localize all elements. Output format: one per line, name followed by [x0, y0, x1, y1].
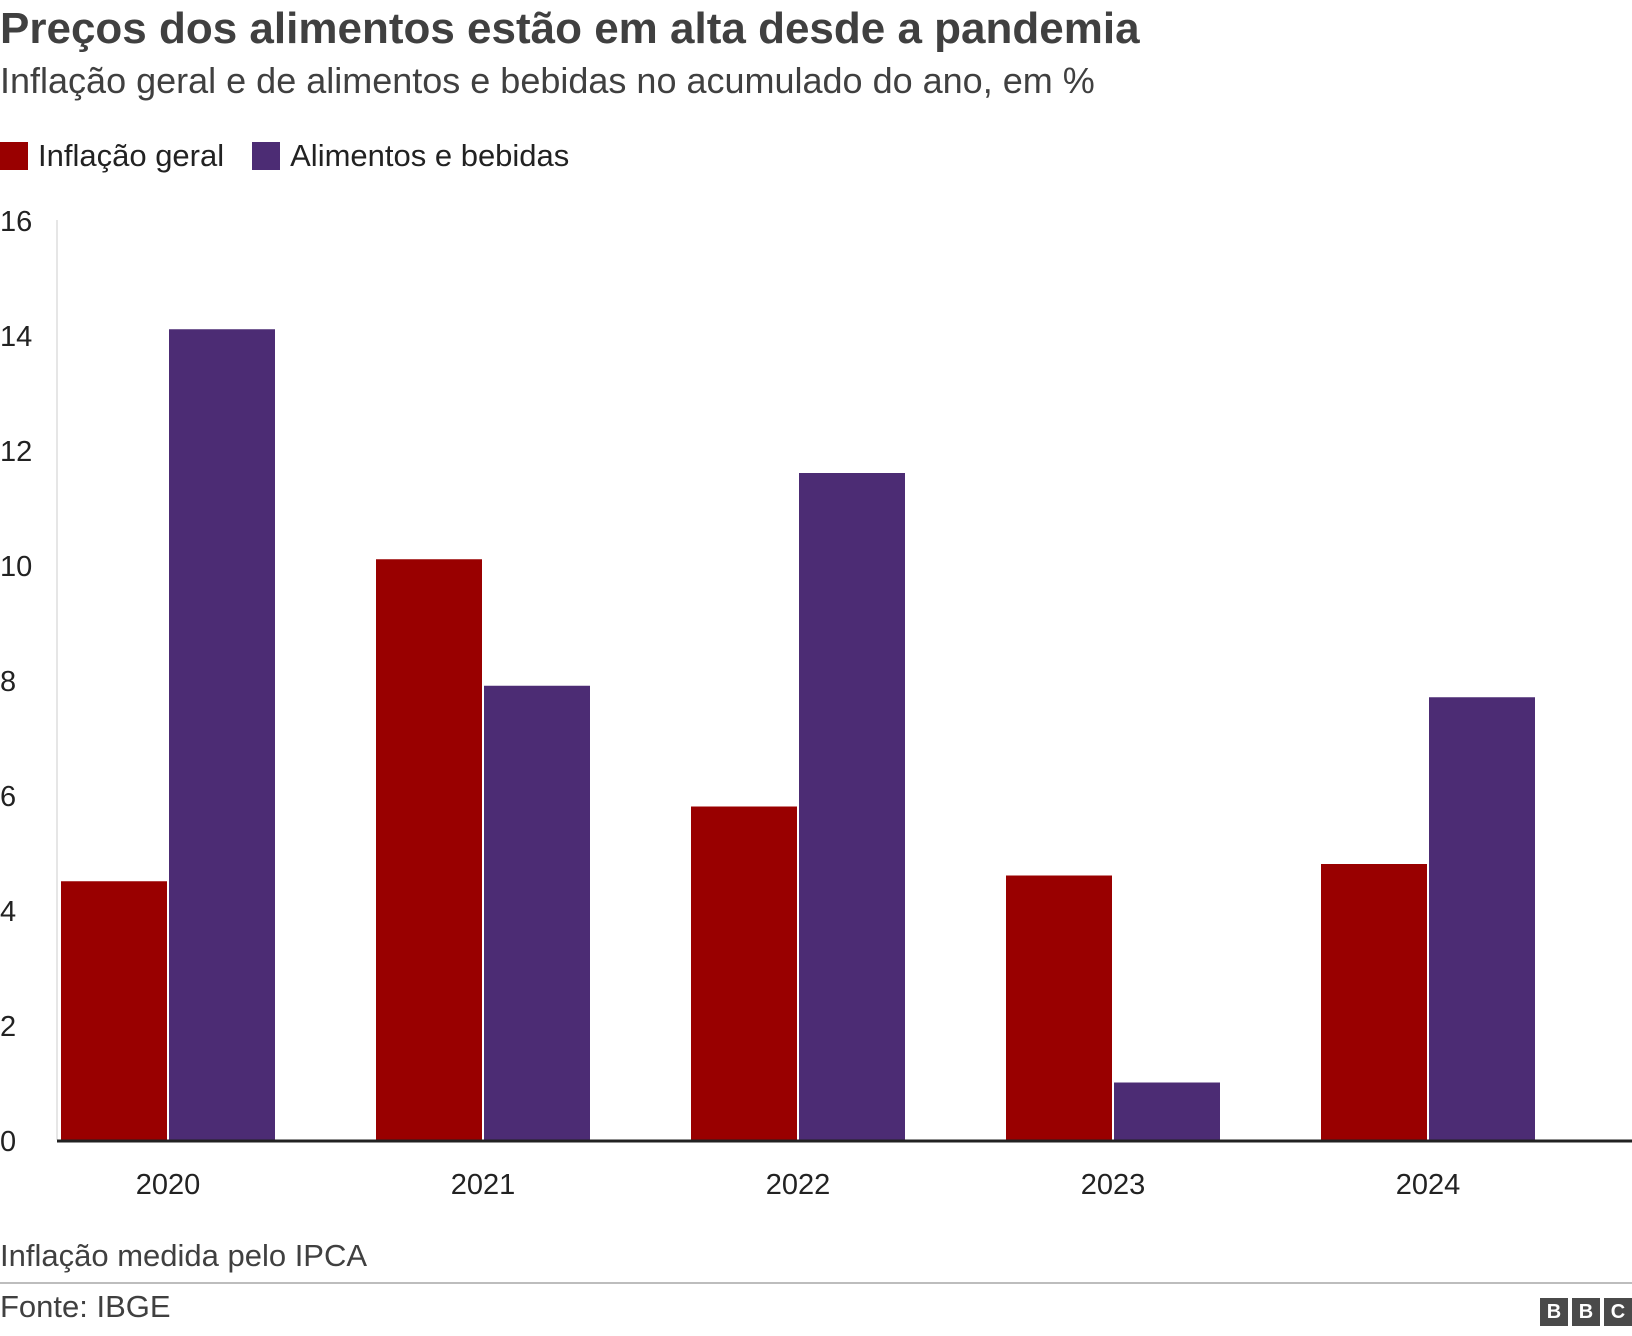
bar-inflacao-geral-2023 [1006, 875, 1112, 1140]
y-tick-label: 12 [0, 436, 32, 468]
bar-chart: 0 2 4 6 8 10 12 14 16 2020 2021 2022 2023 2024 [0, 206, 1632, 1201]
y-tick-label: 6 [0, 781, 16, 813]
bbc-logo-letter: C [1604, 1298, 1632, 1326]
bar-alimentos-bebidas-2021 [484, 685, 590, 1140]
source-label: Fonte: IBGE [0, 1289, 171, 1324]
bbc-logo: B B C [1536, 1298, 1632, 1326]
bar-alimentos-bebidas-2020 [169, 329, 275, 1140]
legend-label-alimentos-bebidas: Alimentos e bebidas [290, 138, 570, 173]
bar-inflacao-geral-2021 [376, 559, 482, 1140]
y-tick-label: 8 [0, 666, 16, 698]
chart-note: Inflação medida pelo IPCA [0, 1238, 368, 1273]
legend-label-inflacao-geral: Inflação geral [38, 138, 225, 173]
legend: Inflação geral Alimentos e bebidas [0, 136, 597, 176]
y-tick-label: 0 [0, 1126, 16, 1158]
x-tick-label: 2021 [451, 1169, 516, 1201]
footer-divider [0, 1282, 1632, 1284]
chart-subtitle: Inflação geral e de alimentos e bebidas … [0, 60, 1095, 101]
bar-alimentos-bebidas-2022 [799, 473, 905, 1140]
bar-alimentos-bebidas-2024 [1429, 697, 1535, 1140]
y-tick-label: 10 [0, 551, 32, 583]
y-tick-label: 16 [0, 206, 32, 238]
legend-item-alimentos-bebidas: Alimentos e bebidas [252, 138, 569, 174]
legend-item-inflacao-geral: Inflação geral [0, 138, 224, 174]
bar-inflacao-geral-2022 [691, 806, 797, 1140]
bar-alimentos-bebidas-2023 [1114, 1082, 1220, 1140]
y-tick-label: 14 [0, 321, 32, 353]
y-tick-label: 2 [0, 1011, 16, 1043]
legend-swatch-inflacao-geral [0, 142, 28, 170]
y-tick-label: 4 [0, 896, 16, 928]
bar-inflacao-geral-2024 [1321, 864, 1427, 1140]
bbc-logo-letter: B [1572, 1298, 1600, 1326]
chart-title: Preços dos alimentos estão em alta desde… [0, 4, 1140, 53]
x-tick-label: 2020 [136, 1169, 201, 1201]
x-tick-label: 2023 [1081, 1169, 1146, 1201]
x-tick-label: 2022 [766, 1169, 831, 1201]
x-tick-label: 2024 [1396, 1169, 1461, 1201]
legend-swatch-alimentos-bebidas [252, 142, 281, 170]
bar-inflacao-geral-2020 [61, 881, 167, 1140]
bbc-logo-letter: B [1540, 1298, 1568, 1326]
